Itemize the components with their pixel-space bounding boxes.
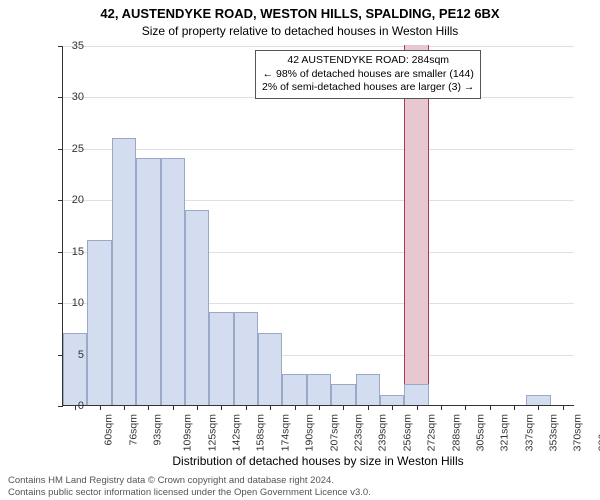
xtick-mark	[270, 405, 271, 410]
ytick-label: 15	[44, 246, 84, 258]
gridline	[63, 149, 574, 150]
xtick-label: 239sqm	[377, 414, 389, 451]
xtick-mark	[246, 405, 247, 410]
histogram-bar	[87, 240, 111, 405]
xtick-mark	[538, 405, 539, 410]
histogram-bar	[307, 374, 331, 405]
xtick-mark	[490, 405, 491, 410]
histogram-bar	[282, 374, 306, 405]
xtick-label: 174sqm	[279, 414, 291, 451]
xtick-label: 190sqm	[304, 414, 316, 451]
xtick-mark	[417, 405, 418, 410]
xtick-mark	[514, 405, 515, 410]
histogram-bar	[209, 312, 233, 405]
xtick-label: 207sqm	[328, 414, 340, 451]
xtick-mark	[319, 405, 320, 410]
xtick-label: 353sqm	[547, 414, 559, 451]
xtick-mark	[148, 405, 149, 410]
histogram-bar	[404, 384, 428, 405]
info-line-smaller: ← 98% of detached houses are smaller (14…	[262, 68, 474, 82]
xtick-label: 142sqm	[230, 414, 242, 451]
ytick-label: 30	[44, 91, 84, 103]
ytick-label: 0	[44, 400, 84, 412]
histogram-bar	[380, 395, 404, 405]
xtick-mark	[392, 405, 393, 410]
xtick-label: 305sqm	[474, 414, 486, 451]
footer-line1: Contains HM Land Registry data © Crown c…	[8, 475, 371, 486]
ytick-label: 5	[44, 349, 84, 361]
xtick-mark	[368, 405, 369, 410]
xtick-label: 109sqm	[182, 414, 194, 451]
histogram-bar	[234, 312, 258, 405]
footer-attribution: Contains HM Land Registry data © Crown c…	[8, 475, 371, 498]
xtick-label: 386sqm	[596, 414, 600, 451]
xtick-label: 93sqm	[151, 414, 163, 446]
xtick-label: 60sqm	[103, 414, 115, 446]
ytick-label: 20	[44, 194, 84, 206]
x-axis-label: Distribution of detached houses by size …	[62, 454, 574, 468]
xtick-mark	[441, 405, 442, 410]
xtick-label: 272sqm	[426, 414, 438, 451]
histogram-bar	[136, 158, 160, 405]
xtick-mark	[124, 405, 125, 410]
histogram-bar	[356, 374, 380, 405]
xtick-mark	[343, 405, 344, 410]
chart-title-address: 42, AUSTENDYKE ROAD, WESTON HILLS, SPALD…	[0, 6, 600, 21]
ytick-label: 25	[44, 143, 84, 155]
highlight-band	[404, 45, 428, 405]
info-line-value: 42 AUSTENDYKE ROAD: 284sqm	[262, 54, 474, 68]
ytick-label: 10	[44, 297, 84, 309]
xtick-label: 76sqm	[127, 414, 139, 446]
xtick-mark	[221, 405, 222, 410]
xtick-label: 125sqm	[206, 414, 218, 451]
xtick-label: 158sqm	[255, 414, 267, 451]
xtick-mark	[465, 405, 466, 410]
chart-subtitle: Size of property relative to detached ho…	[0, 24, 600, 38]
histogram-bar	[258, 333, 282, 405]
xtick-label: 288sqm	[450, 414, 462, 451]
xtick-label: 223sqm	[352, 414, 364, 451]
footer-line2: Contains public sector information licen…	[8, 487, 371, 498]
histogram-bar	[331, 384, 355, 405]
gridline	[63, 46, 574, 47]
histogram-bar	[526, 395, 550, 405]
xtick-label: 370sqm	[572, 414, 584, 451]
ytick-label: 35	[44, 40, 84, 52]
xtick-mark	[100, 405, 101, 410]
xtick-mark	[197, 405, 198, 410]
xtick-mark	[173, 405, 174, 410]
chart-container: 42, AUSTENDYKE ROAD, WESTON HILLS, SPALD…	[0, 0, 600, 500]
xtick-label: 321sqm	[499, 414, 511, 451]
histogram-bar	[161, 158, 185, 405]
xtick-mark	[295, 405, 296, 410]
histogram-bar	[185, 210, 209, 405]
xtick-label: 256sqm	[401, 414, 413, 451]
plot-area	[62, 46, 574, 406]
info-callout: 42 AUSTENDYKE ROAD: 284sqm ← 98% of deta…	[255, 50, 481, 99]
xtick-mark	[563, 405, 564, 410]
xtick-label: 337sqm	[523, 414, 535, 451]
histogram-bar	[112, 138, 136, 405]
histogram-bar	[63, 333, 87, 405]
info-line-larger: 2% of semi-detached houses are larger (3…	[262, 81, 474, 95]
